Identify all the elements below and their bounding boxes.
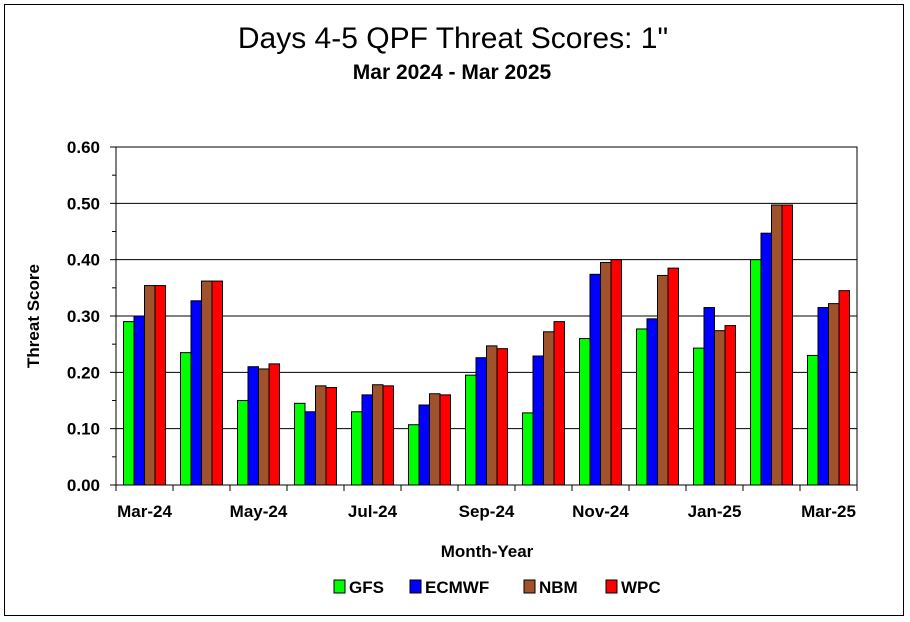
bar-wpc-jun-24 <box>325 387 337 486</box>
bar-nbm-apr-24 <box>201 280 213 486</box>
bar-wpc-jul-24 <box>382 385 394 486</box>
x-axis-label: Month-Year <box>441 542 534 561</box>
bar-gfs-may-24 <box>237 400 249 486</box>
bar-ecmwf-aug-24 <box>418 404 430 486</box>
legend-label-wpc: WPC <box>621 578 661 597</box>
bar-ecmwf-mar-24 <box>133 315 145 486</box>
bar-nbm-aug-24 <box>429 393 441 486</box>
bar-wpc-mar-25 <box>838 290 850 486</box>
bar-ecmwf-jul-24 <box>361 394 373 486</box>
bar-gfs-sep-24 <box>465 374 477 486</box>
legend-swatch-gfs <box>333 579 346 594</box>
bar-gfs-apr-24 <box>180 352 192 486</box>
bar-nbm-feb-25 <box>771 204 783 486</box>
y-tick-label: 0.50 <box>67 194 100 213</box>
y-tick-label: 0.00 <box>67 476 100 495</box>
x-tick-label: Jul-24 <box>348 502 398 521</box>
bar-wpc-sep-24 <box>496 348 508 486</box>
legend-swatch-nbm <box>523 579 536 594</box>
bar-gfs-aug-24 <box>408 424 420 486</box>
bar-nbm-oct-24 <box>543 331 555 486</box>
legend-label-nbm: NBM <box>539 578 578 597</box>
bar-wpc-apr-24 <box>211 280 223 486</box>
bar-nbm-jun-24 <box>315 385 327 486</box>
chart-title: Days 4-5 QPF Threat Scores: 1" <box>238 22 668 55</box>
y-tick-label: 0.60 <box>67 138 100 157</box>
y-axis-label: Threat Score <box>24 264 43 368</box>
bar-gfs-jul-24 <box>351 411 363 486</box>
legend-label-gfs: GFS <box>349 578 384 597</box>
bar-nbm-nov-24 <box>600 261 612 486</box>
bar-wpc-jan-25 <box>724 325 736 486</box>
bar-ecmwf-jan-25 <box>703 307 715 486</box>
x-tick-label: Sep-24 <box>459 502 515 521</box>
bar-ecmwf-jun-24 <box>304 411 316 486</box>
bar-nbm-sep-24 <box>486 345 498 486</box>
bar-nbm-may-24 <box>258 368 270 486</box>
bar-ecmwf-oct-24 <box>532 355 544 486</box>
bar-gfs-oct-24 <box>522 412 534 486</box>
x-tick-label: Mar-24 <box>117 502 172 521</box>
bar-nbm-jan-25 <box>714 330 726 486</box>
bar-gfs-feb-25 <box>750 259 762 486</box>
legend-label-ecmwf: ECMWF <box>425 578 489 597</box>
bar-gfs-dec-24 <box>636 328 648 486</box>
bars <box>123 204 850 486</box>
bar-ecmwf-mar-25 <box>817 307 829 486</box>
bar-ecmwf-may-24 <box>247 366 259 486</box>
bar-wpc-nov-24 <box>610 259 622 486</box>
y-tick-label: 0.40 <box>67 251 100 270</box>
bar-wpc-oct-24 <box>553 321 565 486</box>
axes <box>110 146 858 491</box>
legend: GFS ECMWF NBM WPC <box>333 578 661 597</box>
x-tick-label: Nov-24 <box>572 502 629 521</box>
bar-nbm-jul-24 <box>372 384 384 486</box>
bar-gfs-jan-25 <box>693 347 705 486</box>
bar-nbm-mar-25 <box>828 303 840 486</box>
bar-gfs-nov-24 <box>579 338 591 486</box>
legend-swatch-ecmwf <box>409 579 422 594</box>
chart-subtitle: Mar 2024 - Mar 2025 <box>353 61 552 84</box>
bar-gfs-mar-25 <box>807 354 819 486</box>
bar-ecmwf-apr-24 <box>190 300 202 486</box>
x-tick-label: May-24 <box>230 502 288 521</box>
y-tick-label: 0.30 <box>67 307 100 326</box>
x-tick-label: Jan-25 <box>688 502 742 521</box>
y-tick-label: 0.20 <box>67 363 100 382</box>
bar-nbm-dec-24 <box>657 274 669 486</box>
bar-wpc-feb-25 <box>781 204 793 486</box>
y-tick-label: 0.10 <box>67 420 100 439</box>
legend-swatch-wpc <box>605 579 618 594</box>
bar-ecmwf-feb-25 <box>760 232 772 486</box>
bar-ecmwf-nov-24 <box>589 273 601 486</box>
bar-wpc-may-24 <box>268 363 280 486</box>
x-tick-labels: Mar-24 May-24 Jul-24 Sep-24 Nov-24 Jan-25 Mar-… <box>117 502 856 521</box>
bar-ecmwf-dec-24 <box>646 318 658 486</box>
x-tick-label: Mar-25 <box>801 502 856 521</box>
bar-wpc-mar-24 <box>154 285 166 486</box>
bar-wpc-dec-24 <box>667 267 679 486</box>
bar-gfs-jun-24 <box>294 402 306 486</box>
bar-ecmwf-sep-24 <box>475 357 487 486</box>
y-tick-labels: 0.00 0.10 0.20 0.30 0.40 0.50 0.60 <box>67 138 100 495</box>
bar-wpc-aug-24 <box>439 394 451 486</box>
bar-gfs-mar-24 <box>123 321 135 486</box>
bar-nbm-mar-24 <box>144 285 156 486</box>
